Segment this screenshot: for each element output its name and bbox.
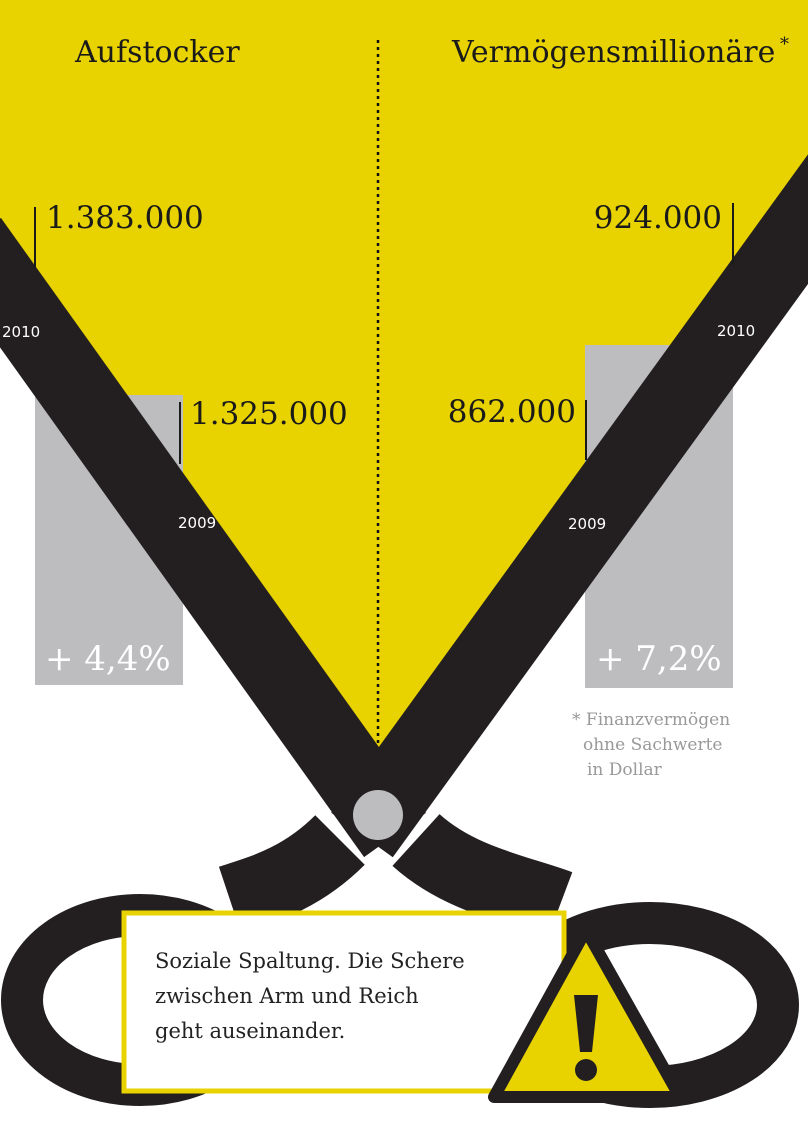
- footnote-line: * Finanzvermögen: [572, 710, 730, 730]
- year-label: 2009: [568, 515, 606, 533]
- left-title: Aufstocker: [74, 35, 240, 70]
- pivot: [353, 790, 403, 840]
- value: 862.000: [448, 394, 576, 430]
- year-label: 2010: [2, 323, 40, 341]
- value: 924.000: [594, 200, 722, 236]
- value: 1.383.000: [46, 200, 204, 236]
- note-line: geht auseinander.: [155, 1019, 345, 1043]
- change: + 4,4%: [45, 639, 171, 679]
- right-title: Vermögensmillionäre: [451, 35, 775, 70]
- warning-dot: [575, 1059, 597, 1081]
- note-line: Soziale Spaltung. Die Schere: [155, 949, 465, 973]
- handle-left-arm: [230, 840, 340, 900]
- year-label: 2009: [178, 514, 216, 532]
- value: 1.325.000: [190, 396, 348, 432]
- year-label: 2010: [717, 322, 755, 340]
- infographic: Aufstocker Vermögensmillionäre * 1.383.0…: [0, 0, 808, 1132]
- handle-right-arm: [416, 840, 560, 905]
- footnote-line: in Dollar: [587, 760, 663, 780]
- note-line: zwischen Arm und Reich: [155, 984, 419, 1008]
- footnote-line: ohne Sachwerte: [583, 735, 722, 755]
- change: + 7,2%: [596, 639, 722, 679]
- title-mark: *: [780, 34, 789, 55]
